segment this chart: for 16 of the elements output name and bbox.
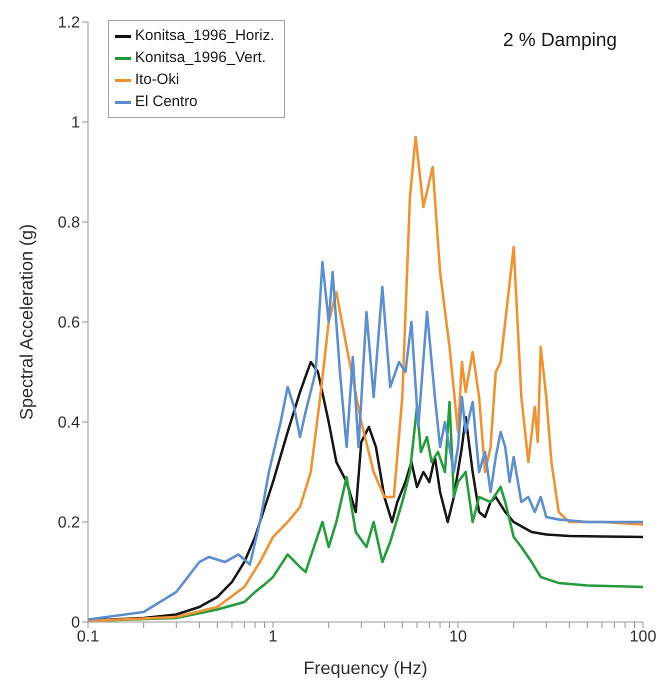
- x-tick-label: 100: [630, 628, 656, 646]
- legend-label: Konitsa_1996_Vert.: [135, 48, 266, 68]
- y-axis-title: Spectral Acceleration (g): [16, 224, 36, 420]
- annotation: 2 % Damping: [502, 30, 617, 52]
- y-tick-label: 0.2: [58, 514, 80, 532]
- x-axis-title: Frequency (Hz): [303, 658, 428, 678]
- x-tick-label: 10: [449, 628, 467, 646]
- y-tick-label: 1.2: [58, 14, 80, 32]
- y-tick-label: 0.8: [58, 214, 80, 232]
- legend-label: Ito-Oki: [135, 70, 180, 90]
- x-tick-label: 1: [268, 628, 278, 646]
- y-tick-label: 1: [71, 114, 80, 132]
- y-tick-label: 0.6: [58, 314, 80, 332]
- legend-label: Konitsa_1996_Horiz.: [135, 26, 274, 46]
- legend-label: El Centro: [135, 92, 198, 112]
- y-tick-label: 0.4: [58, 414, 80, 432]
